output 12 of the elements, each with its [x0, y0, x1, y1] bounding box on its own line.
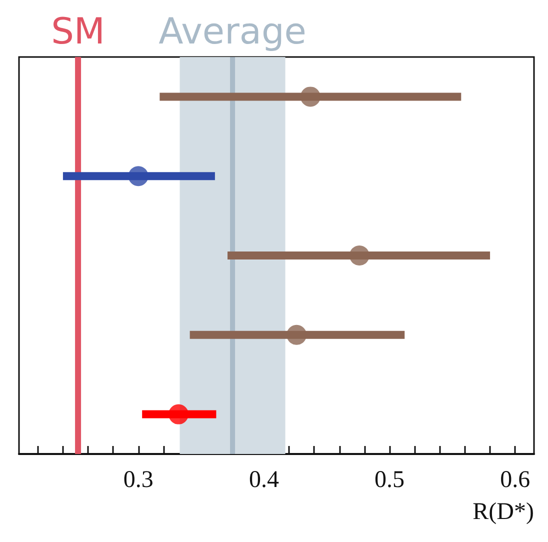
point: [286, 324, 307, 345]
x-tick-label: 0.4: [248, 467, 279, 493]
point: [128, 166, 148, 186]
point: [300, 86, 320, 107]
point: [349, 246, 370, 266]
x-tick-label: 0.5: [374, 467, 405, 493]
x-tick-label: 0.3: [123, 467, 154, 493]
x-tick-label: 0.6: [500, 467, 530, 493]
point: [168, 404, 189, 424]
ref-line-label: Average: [158, 12, 306, 52]
x-axis-title: R(D*): [472, 499, 534, 525]
ref-line-label: SM: [51, 12, 105, 52]
